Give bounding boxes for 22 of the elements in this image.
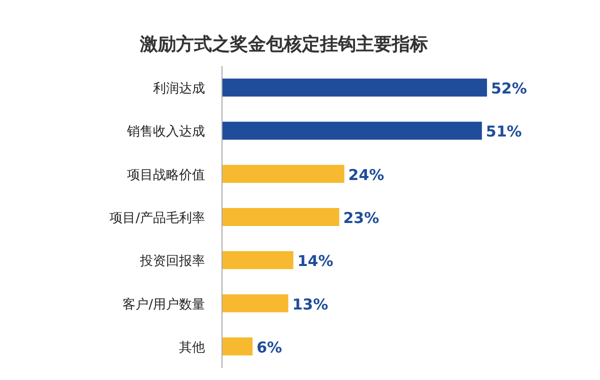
data-label: 6%	[256, 338, 282, 356]
y-tick-label: 客户/用户数量	[122, 296, 205, 312]
y-tick-label: 销售收入达成	[126, 124, 205, 140]
bar	[222, 251, 294, 270]
bar	[222, 78, 487, 97]
bar	[222, 208, 340, 226]
data-label: 51%	[486, 122, 522, 141]
data-label: 52%	[491, 80, 527, 98]
bar	[222, 294, 288, 312]
y-tick-label: 其他	[179, 340, 205, 356]
data-label: 24%	[348, 166, 384, 184]
data-label: 13%	[292, 295, 328, 314]
y-tick-label: 项目/产品毛利率	[110, 210, 205, 226]
bar	[222, 164, 344, 183]
bar	[222, 122, 482, 140]
data-label: 14%	[297, 252, 334, 270]
data-label: 23%	[343, 209, 380, 227]
y-tick-label: 项目战略价值	[127, 168, 205, 183]
y-tick-label: 利润达成	[153, 82, 205, 97]
y-tick-label: 投资回报率	[139, 253, 205, 270]
chart-title: 激励方式之奖金包核定挂钩主要指标	[139, 34, 428, 55]
bar	[222, 337, 253, 356]
